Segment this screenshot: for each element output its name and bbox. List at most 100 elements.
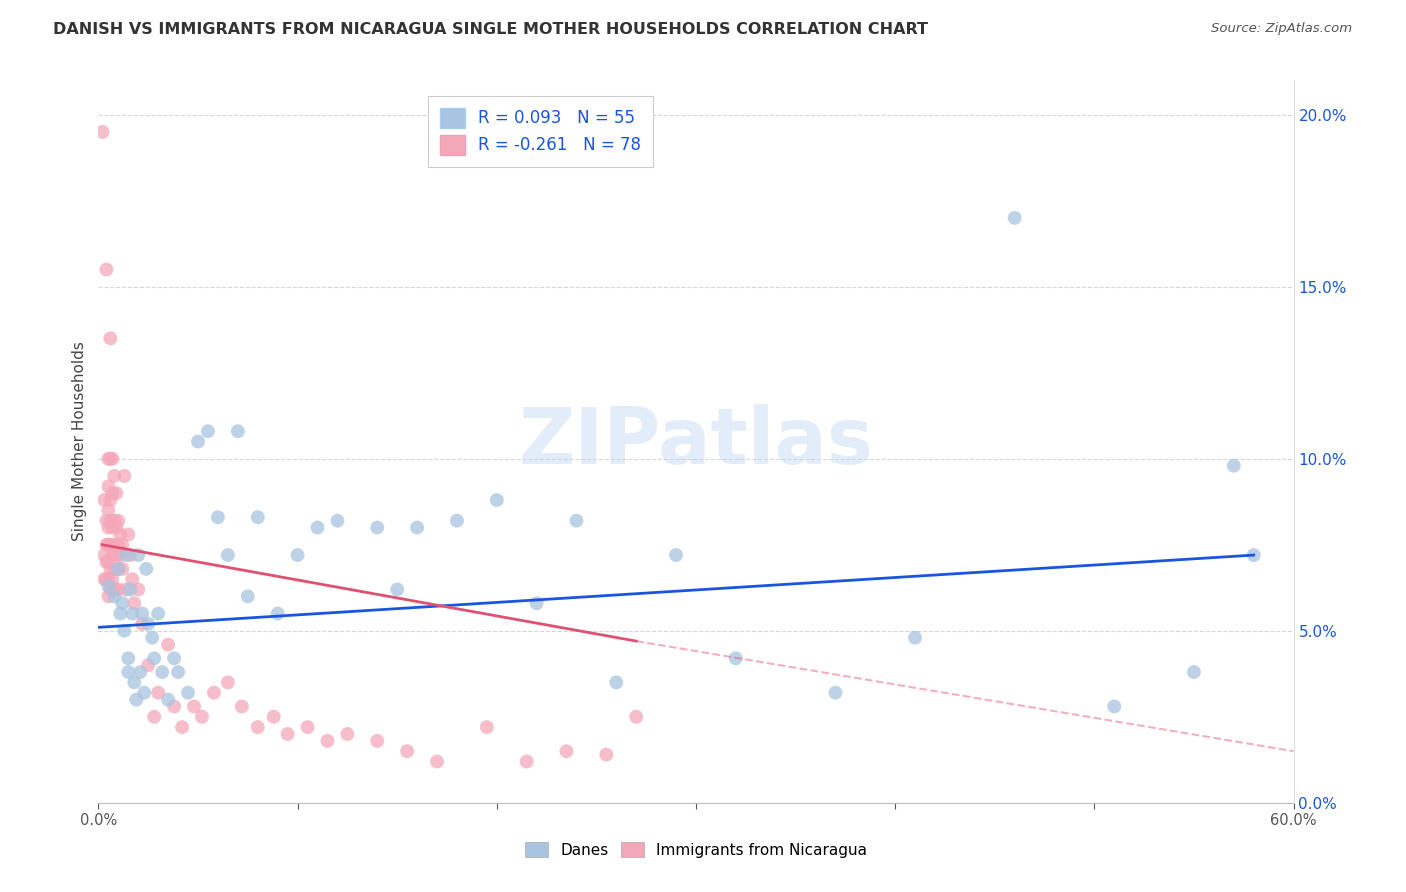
Point: [127, 582, 149, 597]
Point: [97, 579, 120, 593]
Point: [97, 520, 120, 534]
Point: [148, 607, 170, 621]
Point: [136, 658, 159, 673]
Point: [93, 548, 115, 562]
Point: [97, 555, 120, 569]
Point: [475, 720, 498, 734]
Point: [157, 692, 180, 706]
Point: [129, 665, 152, 679]
Point: [112, 624, 135, 638]
Point: [120, 548, 142, 562]
Point: [97, 503, 120, 517]
Point: [724, 651, 747, 665]
Point: [101, 451, 124, 466]
Point: [595, 747, 617, 762]
Point: [605, 675, 627, 690]
Point: [107, 562, 129, 576]
Point: [120, 582, 142, 597]
Point: [131, 607, 153, 621]
Point: [143, 651, 166, 665]
Point: [267, 607, 290, 621]
Point: [111, 562, 134, 576]
Point: [191, 710, 214, 724]
Point: [105, 486, 128, 500]
Point: [187, 434, 209, 449]
Y-axis label: Single Mother Households: Single Mother Households: [72, 342, 87, 541]
Point: [101, 572, 124, 586]
Point: [226, 424, 249, 438]
Legend: Danes, Immigrants from Nicaragua: Danes, Immigrants from Nicaragua: [519, 836, 873, 863]
Point: [91, 125, 114, 139]
Point: [103, 590, 125, 604]
Point: [98, 514, 122, 528]
Point: [277, 727, 299, 741]
Point: [107, 514, 129, 528]
Point: [112, 469, 135, 483]
Point: [172, 720, 194, 734]
Point: [98, 493, 122, 508]
Point: [1104, 699, 1126, 714]
Point: [98, 538, 122, 552]
Point: [110, 607, 132, 621]
Point: [406, 520, 429, 534]
Point: [96, 262, 118, 277]
Point: [101, 548, 124, 562]
Point: [107, 582, 129, 597]
Point: [141, 631, 163, 645]
Point: [103, 514, 125, 528]
Text: DANISH VS IMMIGRANTS FROM NICARAGUA SINGLE MOTHER HOUSEHOLDS CORRELATION CHART: DANISH VS IMMIGRANTS FROM NICARAGUA SING…: [53, 22, 928, 37]
Point: [555, 744, 578, 758]
Point: [135, 562, 157, 576]
Point: [396, 744, 419, 758]
Point: [1223, 458, 1246, 473]
Point: [665, 548, 688, 562]
Point: [143, 710, 166, 724]
Text: ZIPatlas: ZIPatlas: [519, 403, 873, 480]
Point: [121, 572, 143, 586]
Point: [1004, 211, 1026, 225]
Point: [263, 710, 285, 724]
Point: [326, 514, 349, 528]
Point: [516, 755, 538, 769]
Point: [163, 699, 186, 714]
Point: [485, 493, 508, 508]
Point: [115, 548, 138, 562]
Point: [97, 572, 120, 586]
Point: [1182, 665, 1205, 679]
Point: [96, 538, 118, 552]
Point: [207, 510, 229, 524]
Point: [110, 527, 132, 541]
Point: [97, 451, 120, 466]
Point: [824, 686, 846, 700]
Point: [246, 510, 269, 524]
Point: [96, 514, 118, 528]
Point: [385, 582, 409, 597]
Point: [111, 538, 134, 552]
Point: [115, 582, 138, 597]
Point: [103, 562, 125, 576]
Point: [93, 572, 115, 586]
Point: [97, 590, 120, 604]
Point: [1243, 548, 1265, 562]
Point: [167, 665, 190, 679]
Point: [121, 607, 143, 621]
Point: [246, 720, 269, 734]
Point: [110, 548, 132, 562]
Point: [297, 720, 319, 734]
Point: [103, 469, 125, 483]
Point: [111, 596, 134, 610]
Point: [565, 514, 588, 528]
Point: [98, 582, 122, 597]
Point: [366, 734, 388, 748]
Point: [125, 692, 148, 706]
Point: [177, 686, 200, 700]
Point: [93, 493, 115, 508]
Point: [217, 548, 239, 562]
Point: [307, 520, 329, 534]
Text: Source: ZipAtlas.com: Source: ZipAtlas.com: [1212, 22, 1353, 36]
Point: [124, 675, 146, 690]
Point: [97, 479, 120, 493]
Point: [124, 596, 146, 610]
Point: [426, 755, 449, 769]
Point: [217, 675, 239, 690]
